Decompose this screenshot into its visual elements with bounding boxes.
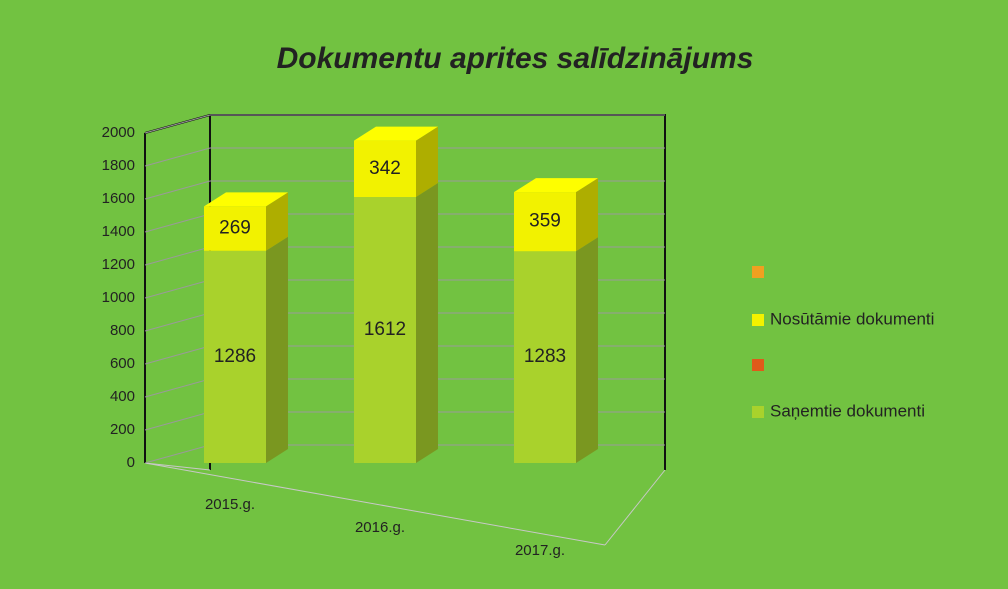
bar-segment [204,192,288,251]
data-label: 1612 [364,319,406,340]
y-tick-label: 1600 [102,190,135,207]
bar-side [576,178,598,252]
legend-label: Nosūtāmie dokumenti [770,309,934,328]
y-tick-label: 1800 [102,157,135,174]
bar-front [354,197,416,463]
legend-swatch [752,266,764,278]
bar-segment [204,236,288,463]
bar-side [416,183,438,463]
bar-front [514,192,576,252]
bar-side [266,192,288,251]
bar-front [354,140,416,198]
data-label: 269 [219,218,251,239]
y-tick-label: 400 [110,388,135,405]
floor [144,462,666,546]
bar-segment [354,183,438,463]
data-label: 1286 [214,346,256,367]
chart-title: Dokumentu aprites salīdzinājums [277,42,754,75]
bar-front [204,250,266,463]
bar-side [576,237,598,463]
data-label: 342 [369,158,401,179]
bar-side [266,236,288,463]
bar-segment [354,126,438,198]
y-tick-label: 1400 [102,223,135,240]
grid-line [144,180,665,200]
grid-line [144,147,665,167]
bar-segment [514,178,598,252]
y-tick-label: 1000 [102,289,135,306]
x-tick-label: 2016.g. [355,519,405,536]
y-tick-label: 600 [110,355,135,372]
legend-swatch [752,314,764,326]
legend-swatch [752,406,764,418]
bar-top [514,178,598,193]
y-tick-label: 1200 [102,256,135,273]
grid-line [144,114,665,134]
bar-top [354,126,438,141]
y-tick-label: 2000 [102,124,135,141]
legend-label: Saņemtie dokumenti [770,401,925,420]
bar-segment [514,237,598,463]
data-label: 1283 [524,346,566,367]
bar-front [204,206,266,251]
x-tick-label: 2017.g. [515,542,565,559]
bar-side [416,126,438,198]
data-label: 359 [529,211,561,232]
y-tick-label: 0 [127,454,135,471]
bar-front [514,251,576,463]
x-tick-label: 2015.g. [205,496,255,513]
legend-swatch [752,359,764,371]
y-tick-label: 200 [110,421,135,438]
y-tick-label: 800 [110,322,135,339]
bar-top [204,192,288,207]
